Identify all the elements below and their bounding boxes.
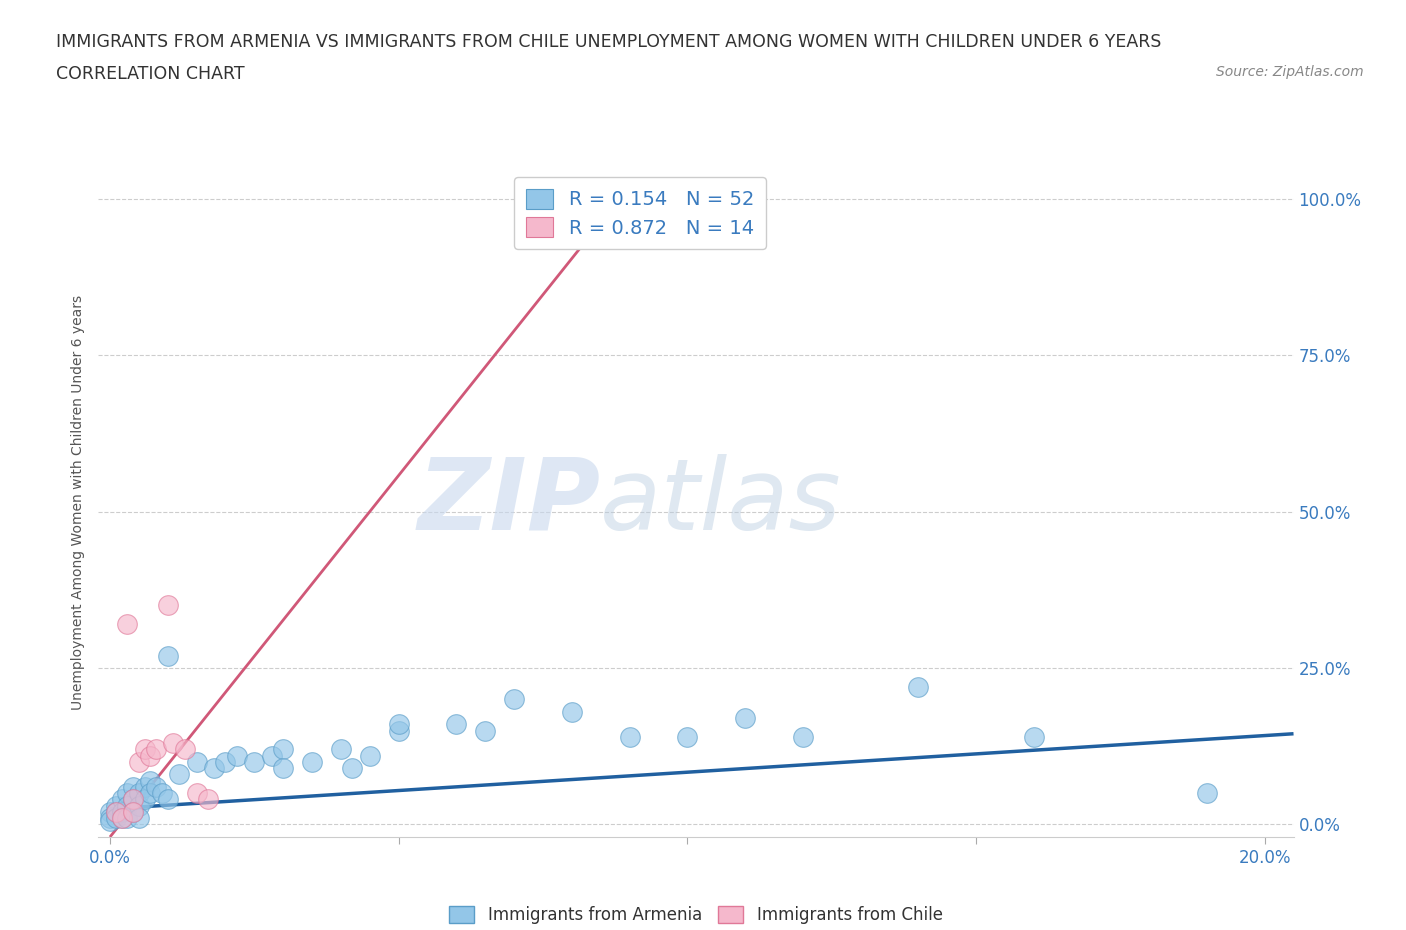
Point (388, 724, 411, 738)
Point (150, 786, 173, 801)
Point (388, 717, 411, 732)
Point (271, 742, 294, 757)
Point (162, 736, 184, 751)
Point (359, 749, 381, 764)
Text: Source: ZipAtlas.com: Source: ZipAtlas.com (1216, 65, 1364, 79)
Point (139, 786, 162, 801)
Point (122, 804, 145, 819)
Point (561, 704, 583, 719)
Y-axis label: Unemployment Among Women with Children Under 6 years: Unemployment Among Women with Children U… (72, 295, 86, 710)
Point (174, 742, 197, 757)
Point (117, 798, 139, 813)
Point (117, 786, 139, 801)
Point (342, 761, 364, 776)
Point (117, 617, 139, 631)
Text: ZIP: ZIP (418, 454, 600, 551)
Point (128, 754, 150, 769)
Text: CORRELATION CHART: CORRELATION CHART (56, 65, 245, 83)
Point (260, 749, 283, 764)
Point (202, 761, 225, 776)
Point (128, 798, 150, 813)
Point (474, 724, 496, 738)
Point (128, 786, 150, 801)
Point (446, 717, 468, 732)
Point (110, 811, 132, 826)
Point (243, 754, 266, 769)
Point (145, 742, 167, 757)
Point (214, 754, 236, 769)
Point (301, 754, 323, 769)
Point (156, 648, 179, 663)
Point (104, 804, 127, 819)
Point (104, 798, 127, 813)
Point (619, 729, 641, 744)
Point (792, 729, 814, 744)
Point (104, 804, 127, 819)
Point (128, 811, 150, 826)
Point (104, 811, 127, 826)
Point (134, 792, 156, 807)
Point (1022, 729, 1045, 744)
Legend: Immigrants from Armenia, Immigrants from Chile: Immigrants from Armenia, Immigrants from… (443, 899, 949, 930)
Point (503, 692, 526, 707)
Point (110, 792, 132, 807)
Point (156, 598, 179, 613)
Point (139, 773, 162, 788)
Point (329, 742, 352, 757)
Point (122, 792, 145, 807)
Point (134, 742, 156, 757)
Point (134, 779, 156, 794)
Point (139, 749, 162, 764)
Point (98, 811, 121, 826)
Point (156, 792, 179, 807)
Point (271, 761, 294, 776)
Point (167, 767, 190, 782)
Point (197, 792, 219, 807)
Point (98, 814, 121, 829)
Point (676, 729, 699, 744)
Point (122, 779, 145, 794)
Point (145, 779, 167, 794)
Point (110, 811, 132, 826)
Point (122, 792, 145, 807)
Point (1195, 786, 1218, 801)
Text: IMMIGRANTS FROM ARMENIA VS IMMIGRANTS FROM CHILE UNEMPLOYMENT AMONG WOMEN WITH C: IMMIGRANTS FROM ARMENIA VS IMMIGRANTS FR… (56, 33, 1161, 50)
Point (98, 804, 121, 819)
Point (186, 754, 208, 769)
Point (110, 804, 132, 819)
Point (226, 749, 249, 764)
Point (122, 804, 145, 819)
Point (117, 811, 139, 826)
Point (734, 711, 756, 725)
Point (907, 680, 929, 695)
Text: atlas: atlas (600, 454, 842, 551)
Point (186, 786, 208, 801)
